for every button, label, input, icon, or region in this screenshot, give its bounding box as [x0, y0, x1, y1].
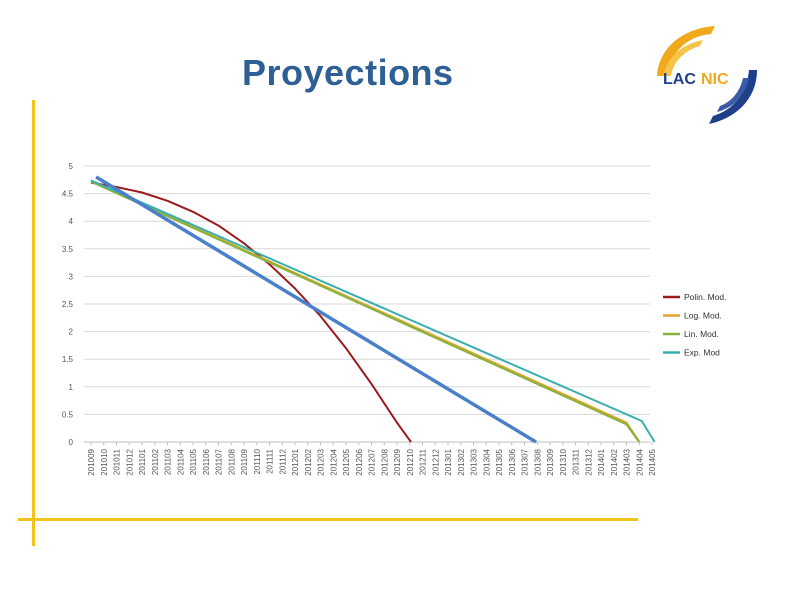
logo-text-nic: NIC: [701, 71, 729, 88]
x-tick-label: 201309: [546, 448, 555, 475]
x-tick-label: 201201: [291, 448, 300, 475]
x-tick-label: 201010: [100, 448, 109, 475]
x-tick-label: 201212: [431, 448, 440, 475]
x-tick-label: 201109: [240, 448, 249, 475]
x-tick-label: 201012: [125, 448, 134, 475]
x-tick-label: 201401: [597, 448, 606, 475]
x-tick-label: 201304: [482, 448, 491, 475]
x-tick-label: 201305: [495, 448, 504, 475]
y-tick-label: 3: [69, 272, 74, 281]
x-tick-label: 201112: [278, 448, 287, 474]
series-line-exp-mod: [90, 179, 656, 443]
y-tick-label: 2.5: [62, 300, 74, 309]
x-tick-label: 201104: [176, 448, 185, 475]
x-tick-label: 201011: [113, 448, 122, 475]
x-tick-label: 201311: [572, 448, 581, 475]
x-tick-label: 201211: [419, 448, 428, 475]
y-tick-label: 4: [69, 217, 74, 226]
y-tick-label: 5: [69, 162, 74, 171]
logo-text-lac: LAC: [663, 71, 696, 88]
series-line-log-mod: [90, 179, 641, 443]
y-tick-label: 1: [69, 383, 74, 392]
legend-label: Lin. Mod.: [684, 329, 719, 339]
x-tick-label: 201302: [457, 448, 466, 475]
x-tick-label: 201111: [266, 448, 275, 473]
legend-label: Exp. Mod: [684, 348, 720, 358]
y-tick-label: 0: [69, 438, 74, 447]
x-tick-label: 201402: [610, 448, 619, 475]
x-tick-label: 201206: [355, 448, 364, 475]
x-tick-label: 201209: [393, 448, 402, 475]
lacnic-logo-icon: LAC NIC: [657, 26, 757, 124]
x-tick-label: 201110: [253, 448, 262, 474]
x-tick-label: 201301: [444, 448, 453, 475]
x-tick-label: 201205: [342, 448, 351, 475]
x-tick-label: 201210: [406, 448, 415, 475]
x-tick-label: 201307: [521, 448, 530, 475]
x-tick-label: 201405: [648, 448, 657, 475]
y-tick-label: 4.5: [62, 190, 74, 199]
y-tick-label: 2: [69, 328, 74, 337]
page-title: Proyections: [242, 52, 454, 93]
x-tick-label: 201303: [470, 448, 479, 475]
accent-horizontal-bar: [18, 518, 638, 521]
series-line-trend: [95, 175, 537, 444]
x-tick-label: 201103: [164, 448, 173, 475]
accent-vertical-bar: [32, 100, 35, 546]
legend-label: Polin. Mod.: [684, 292, 727, 302]
x-tick-label: 201009: [87, 448, 96, 475]
x-tick-label: 201107: [215, 448, 224, 475]
y-tick-label: 1.5: [62, 355, 74, 364]
x-tick-label: 201308: [533, 448, 542, 475]
x-tick-label: 201106: [202, 448, 211, 475]
x-tick-label: 201207: [368, 448, 377, 475]
x-tick-label: 201102: [151, 448, 160, 475]
legend-label: Log. Mod.: [684, 311, 722, 321]
x-tick-label: 201101: [138, 448, 147, 475]
x-tick-label: 201403: [623, 448, 632, 475]
x-tick-label: 201208: [380, 448, 389, 475]
series-line-lin-mod: [90, 180, 641, 443]
y-tick-label: 3.5: [62, 245, 74, 254]
x-tick-label: 201312: [584, 448, 593, 475]
x-tick-label: 201404: [635, 448, 644, 475]
x-tick-label: 201306: [508, 448, 517, 475]
x-tick-label: 201202: [304, 448, 313, 475]
x-tick-label: 201204: [329, 448, 338, 475]
x-tick-label: 201310: [559, 448, 568, 475]
x-tick-label: 201105: [189, 448, 198, 475]
x-tick-label: 201203: [317, 448, 326, 475]
x-tick-label: 201108: [227, 448, 236, 475]
y-tick-label: 0.5: [62, 410, 74, 419]
